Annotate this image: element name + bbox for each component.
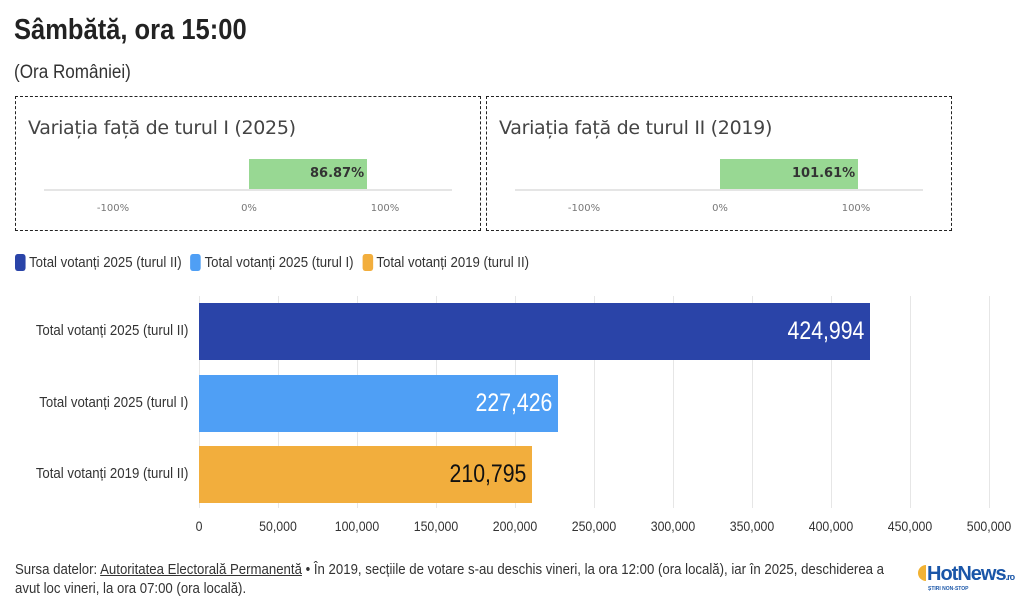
bar-value-label: 227,426	[475, 389, 553, 417]
variation-axis	[44, 189, 452, 191]
x-tick-label: 350,000	[729, 518, 775, 534]
x-tick-label: 200,000	[492, 518, 538, 534]
footer-text: • În 2019, secțiile de votare s-au desch…	[15, 561, 885, 597]
bar[interactable]: 227,426	[199, 375, 559, 432]
logo-mark-icon	[918, 565, 926, 581]
logo-suffix: .ro	[1005, 572, 1015, 582]
logo-tagline: ȘTIRI NON-STOP	[928, 586, 969, 592]
legend-swatch	[15, 254, 26, 271]
legend-label: Total votanți 2025 (turul I)	[204, 254, 354, 271]
variation-tick: 0%	[241, 203, 257, 214]
bar[interactable]: 210,795	[199, 446, 533, 503]
grid-line	[673, 296, 674, 508]
x-tick-label: 100,000	[334, 518, 380, 534]
variation-tick: -100%	[96, 203, 130, 214]
legend-label: Total votanți 2019 (turul II)	[376, 254, 530, 271]
x-tick-label: 150,000	[413, 518, 459, 534]
legend-label: Total votanți 2025 (turul II)	[29, 254, 182, 271]
logo-text: HotNews	[927, 563, 1007, 585]
category-label: Total votanți 2019 (turul II)	[35, 465, 188, 482]
footer-note: Sursa datelor: Autoritatea Electorală Pe…	[15, 560, 895, 598]
x-tick-label: 300,000	[650, 518, 696, 534]
variation-axis	[515, 189, 923, 191]
bar-value-label: 424,994	[787, 317, 865, 345]
variation-title: Variația față de turul II (2019)	[499, 117, 773, 139]
grid-line	[831, 296, 832, 508]
x-tick-label: 400,000	[808, 518, 854, 534]
variation-tick: 0%	[712, 203, 728, 214]
hotnews-logo[interactable]: HotNews.ro ȘTIRI NON-STOP	[918, 563, 1015, 592]
page-subtitle: (Ora României)	[14, 62, 131, 83]
x-tick-label: 250,000	[571, 518, 617, 534]
grid-line	[752, 296, 753, 508]
footer-prefix: Sursa datelor:	[15, 561, 101, 578]
grid-line	[910, 296, 911, 508]
variation-tick: -100%	[567, 203, 601, 214]
variation-panel: Variația față de turul II (2019) 101.61% -…	[486, 96, 952, 231]
x-tick-label: 50,000	[259, 518, 297, 534]
variation-bar: 86.87%	[249, 159, 368, 189]
variation-title: Variația față de turul I (2025)	[28, 117, 296, 139]
category-label: Total votanți 2025 (turul I)	[39, 394, 188, 411]
grid-line	[989, 296, 990, 508]
legend-item[interactable]: Total votanți 2025 (turul I)	[190, 254, 354, 271]
grid-line	[594, 296, 595, 508]
x-tick-label: 0	[195, 518, 203, 534]
variation-bar: 101.61%	[720, 159, 859, 189]
variation-tick: 100%	[370, 203, 400, 214]
legend-swatch	[190, 254, 202, 271]
variation-tick: 100%	[841, 203, 871, 214]
variation-panel: Variația față de turul I (2025) 86.87% -10…	[15, 96, 481, 231]
source-link[interactable]: Autoritatea Electorală Permanentă	[100, 561, 302, 578]
legend-item[interactable]: Total votanți 2019 (turul II)	[362, 254, 529, 271]
bar-value-label: 210,795	[449, 460, 527, 488]
x-tick-label: 500,000	[966, 518, 1012, 534]
x-tick-label: 450,000	[887, 518, 933, 534]
legend-swatch	[362, 254, 373, 271]
bar[interactable]: 424,994	[199, 303, 871, 360]
category-label: Total votanți 2025 (turul II)	[35, 322, 188, 339]
page-title: Sâmbătă, ora 15:00	[14, 14, 247, 46]
legend-item[interactable]: Total votanți 2025 (turul II)	[15, 254, 182, 271]
legend: Total votanți 2025 (turul II) Total vota…	[15, 254, 529, 271]
